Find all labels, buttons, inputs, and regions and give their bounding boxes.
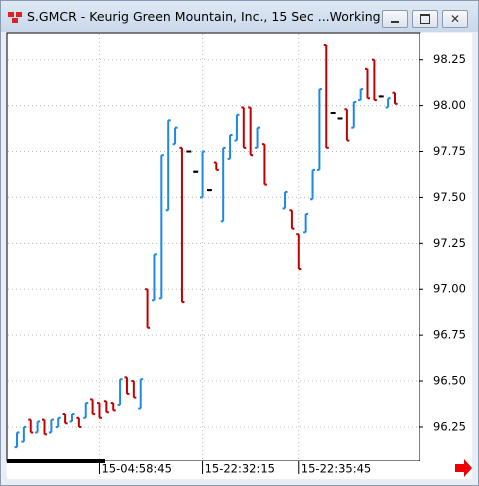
x-tick-label: 15-22:32:15 bbox=[205, 462, 275, 476]
app-icon bbox=[8, 12, 22, 23]
y-tick-label: 97.00 bbox=[433, 282, 466, 296]
plot-area bbox=[6, 32, 421, 462]
x-tick-label: 15-22:35:45 bbox=[301, 462, 371, 476]
y-tick-label: 97.25 bbox=[433, 236, 466, 250]
y-tick-label: 96.25 bbox=[433, 419, 466, 433]
y-tick-label: 98.00 bbox=[433, 98, 466, 112]
y-tick-label: 96.50 bbox=[433, 374, 466, 388]
maximize-button[interactable] bbox=[412, 10, 438, 28]
window-title: S.GMCR - Keurig Green Mountain, Inc., 15… bbox=[27, 9, 393, 24]
scroll-indicator bbox=[7, 459, 105, 463]
title-bar: S.GMCR - Keurig Green Mountain, Inc., 15… bbox=[1, 1, 478, 32]
y-tick-label: 97.75 bbox=[433, 144, 466, 158]
axis-area bbox=[420, 33, 472, 461]
y-tick-label: 98.25 bbox=[433, 52, 466, 66]
scroll-arrow[interactable] bbox=[455, 459, 472, 477]
x-tick-label: 15-04:58:45 bbox=[101, 462, 171, 476]
time-axis-area bbox=[7, 461, 472, 479]
close-button[interactable]: ✕ bbox=[442, 10, 468, 28]
minimize-button[interactable] bbox=[382, 10, 408, 28]
y-tick-label: 97.50 bbox=[433, 190, 466, 204]
y-tick-label: 96.75 bbox=[433, 328, 466, 342]
